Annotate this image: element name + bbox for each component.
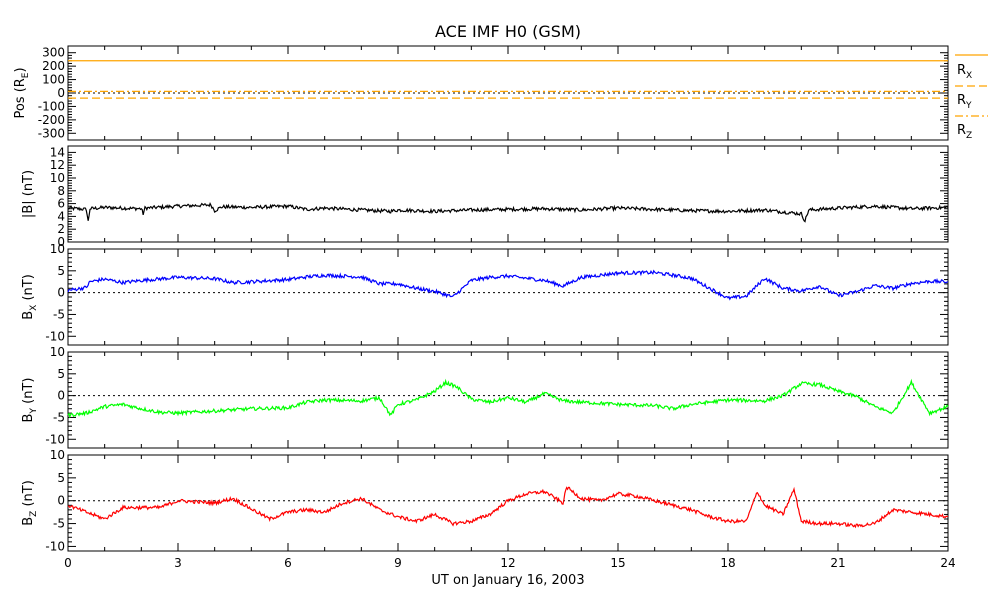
series-line-panel-4 <box>67 378 949 419</box>
y-tick-label: 10 <box>50 345 65 359</box>
y-axis-label: Pos (RE) <box>13 67 31 118</box>
y-tick-label: -100 <box>38 99 65 113</box>
x-tick-label: 12 <box>500 556 515 570</box>
y-tick-label: 100 <box>42 73 65 87</box>
y-tick-label: 0 <box>57 235 65 249</box>
y-tick-label: -200 <box>38 113 65 127</box>
panel-frame <box>67 351 949 449</box>
y-tick-label: 200 <box>42 59 65 73</box>
y-tick-label: -300 <box>38 126 65 140</box>
y-tick-label: 12 <box>50 158 65 172</box>
series-line-panel-5 <box>67 486 949 529</box>
y-tick-label: 6 <box>57 197 65 211</box>
x-tick-label: 0 <box>64 556 72 570</box>
y-tick-label: 0 <box>57 286 65 300</box>
y-tick-label: -5 <box>53 517 65 531</box>
x-tick-label: 21 <box>830 556 845 570</box>
x-tick-label: 24 <box>940 556 955 570</box>
series-line-panel-3 <box>67 269 949 301</box>
legend-label-x: RX <box>957 63 972 81</box>
x-tick-label: 15 <box>610 556 625 570</box>
y-tick-label: 4 <box>57 209 65 223</box>
series-line-panel-2 <box>67 202 949 223</box>
y-tick-label: -5 <box>53 410 65 424</box>
x-axis-label: UT on January 16, 2003 <box>431 573 584 588</box>
y-tick-label: 14 <box>50 145 65 159</box>
y-tick-label: 2 <box>57 222 65 236</box>
x-tick-label: 9 <box>394 556 402 570</box>
x-tick-labels: 0 3 6 9 12 15 18 21 24 <box>64 556 955 570</box>
y-tick-label: 10 <box>50 242 65 256</box>
y-tick-label: 8 <box>57 184 65 198</box>
y-tick-label: -10 <box>45 329 65 343</box>
y-axis-label: BX (nT) <box>21 274 39 320</box>
y-tick-label: -10 <box>45 432 65 446</box>
x-tick-label: 3 <box>174 556 182 570</box>
y-tick-label: 10 <box>50 171 65 185</box>
panel-frame <box>67 454 949 552</box>
y-axis-label: BZ (nT) <box>21 480 39 526</box>
panel-frame <box>67 145 949 243</box>
panel-5: -10 -5 0 5 10 BZ (nT) <box>21 448 949 553</box>
x-tick-label: 18 <box>720 556 735 570</box>
y-tick-label: 0 <box>57 494 65 508</box>
y-tick-label: 0 <box>57 389 65 403</box>
y-tick-label: 0 <box>57 86 65 100</box>
x-tick-label: 6 <box>284 556 292 570</box>
legend-label-z: RZ <box>957 123 972 141</box>
legend: RX RY RZ <box>955 54 988 141</box>
y-tick-label: 10 <box>50 448 65 462</box>
panel-frame <box>67 248 949 346</box>
panel-3: -10 -5 0 5 10 BX (nT) <box>21 242 949 346</box>
y-axis-label: BY (nT) <box>21 378 39 423</box>
y-tick-label: 5 <box>57 367 65 381</box>
y-tick-label: -5 <box>53 307 65 321</box>
y-axis-label: |B| (nT) <box>21 170 36 218</box>
y-tick-label: -10 <box>45 539 65 553</box>
y-tick-label: 300 <box>42 46 65 60</box>
panel-4: -10 -5 0 5 10 BY (nT) <box>21 345 949 449</box>
y-tick-label: 5 <box>57 264 65 278</box>
y-tick-label: 5 <box>57 471 65 485</box>
chart-title: ACE IMF H0 (GSM) <box>435 22 581 41</box>
legend-label-y: RY <box>957 93 972 111</box>
